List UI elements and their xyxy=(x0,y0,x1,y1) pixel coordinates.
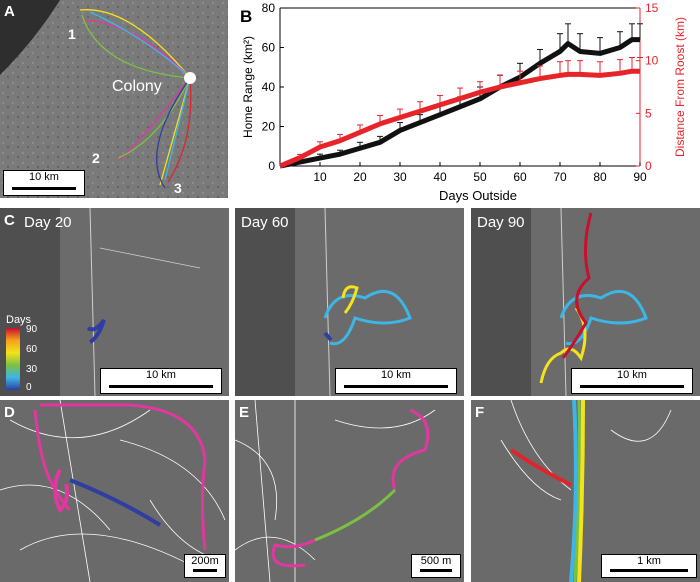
series-line-right xyxy=(279,68,640,169)
colorbar-title: Days xyxy=(6,314,32,326)
scale-label-a: 10 km xyxy=(29,171,59,183)
x-tick-label: 80 xyxy=(593,170,607,184)
flight-tracks xyxy=(79,9,192,189)
y-right-tick-label: 0 xyxy=(645,159,652,173)
y-left-tick-label: 0 xyxy=(268,159,275,173)
track-day90-red xyxy=(561,212,593,359)
panel-c2-svg xyxy=(235,208,464,396)
background-tracks-f xyxy=(500,400,672,501)
panel-e-svg xyxy=(235,400,464,582)
panel-c3-svg xyxy=(471,208,700,396)
track-day60-blue xyxy=(323,331,333,342)
background-tracks-e xyxy=(235,400,436,582)
panel-d-map: D 200m xyxy=(0,400,229,582)
panel-a-map: A Colony 1 2 3 10 km xyxy=(0,0,228,198)
scale-label-c1: 10 km xyxy=(146,369,176,381)
track-yellow-f xyxy=(577,400,585,582)
track-magenta-e-top xyxy=(391,408,430,491)
colony-marker xyxy=(184,72,196,84)
panel-f-svg xyxy=(471,400,700,582)
scale-bar-c1: 10 km xyxy=(100,368,222,394)
cbar-tick-90: 90 xyxy=(26,324,38,335)
panel-f-label: F xyxy=(475,404,485,421)
scale-bar-e: 500 m xyxy=(411,554,461,578)
track-day60-cyan xyxy=(323,289,412,346)
track-red-f xyxy=(509,448,572,487)
track-magenta-cluster-d xyxy=(53,469,70,514)
y-axis-right-label: Distance From Roost (km) xyxy=(673,17,687,157)
cbar-tick-60: 60 xyxy=(26,344,38,355)
scale-bar-f: 1 km xyxy=(601,554,697,578)
panel-d-label: D xyxy=(4,404,15,421)
y-right-tick-label: 10 xyxy=(645,54,659,68)
site-label-1: 1 xyxy=(68,26,76,42)
colorbar-legend: Days 90 60 30 0 xyxy=(4,314,58,394)
x-tick-label: 10 xyxy=(313,170,327,184)
scale-label-d: 200m xyxy=(191,555,219,567)
colorbar xyxy=(6,328,20,390)
track-blue-d xyxy=(69,478,162,527)
scale-bar-d: 200m xyxy=(184,554,226,578)
track-green-e xyxy=(314,488,397,542)
panel-a-label: A xyxy=(4,3,15,20)
background-tracks-d xyxy=(0,400,226,582)
x-tick-label: 60 xyxy=(513,170,527,184)
scale-bar-a: 10 km xyxy=(3,170,85,196)
x-tick-label: 70 xyxy=(553,170,567,184)
y-left-tick-label: 80 xyxy=(262,1,276,15)
y-left-tick-label: 20 xyxy=(262,120,276,134)
x-tick-label: 50 xyxy=(473,170,487,184)
y-left-tick-label: 60 xyxy=(262,41,276,55)
panel-f-map: F 1 km xyxy=(471,400,700,582)
track-day60-yellow xyxy=(341,285,359,314)
y-right-tick-label: 15 xyxy=(645,1,659,15)
panel-c-day20-map: C Day 20 Days 90 60 30 0 10 km xyxy=(0,208,229,396)
panel-b-label: B xyxy=(240,7,252,26)
panel-c-day60-map: Day 60 10 km xyxy=(235,208,464,396)
scale-label-f: 1 km xyxy=(637,555,661,567)
track-day20 xyxy=(86,318,106,344)
x-tick-label: 40 xyxy=(433,170,447,184)
panel-c-day90-map: Day 90 10 km xyxy=(471,208,700,396)
day-label-60: Day 60 xyxy=(241,214,289,231)
x-tick-label: 30 xyxy=(393,170,407,184)
site-label-2: 2 xyxy=(92,150,100,166)
panel-d-svg xyxy=(0,400,229,582)
scale-label-c3: 10 km xyxy=(617,369,647,381)
x-tick-label: 20 xyxy=(353,170,367,184)
y-axis-left-label: Home Range (km²) xyxy=(241,36,255,138)
series-line-left xyxy=(279,37,640,169)
colony-label: Colony xyxy=(112,78,162,95)
panel-c-label: C xyxy=(4,212,15,229)
track-cyan-f xyxy=(569,400,578,582)
track-magenta-e-bottom xyxy=(271,538,316,568)
day-label-90: Day 90 xyxy=(477,214,525,231)
y-left-tick-label: 40 xyxy=(262,80,276,94)
y-right-tick-label: 5 xyxy=(645,106,652,120)
x-axis-label: Days Outside xyxy=(439,188,517,203)
track-green-f xyxy=(573,400,581,582)
day-label-20: Day 20 xyxy=(24,214,72,231)
scale-bar-c2: 10 km xyxy=(335,368,457,394)
cbar-tick-30: 30 xyxy=(26,364,38,375)
panel-a-svg xyxy=(0,0,228,198)
cbar-tick-0: 0 xyxy=(26,382,32,393)
scale-label-e: 500 m xyxy=(420,555,452,567)
sea-shape xyxy=(0,0,60,75)
scale-bar-c3: 10 km xyxy=(571,368,693,394)
x-tick-label: 90 xyxy=(633,170,647,184)
panel-e-map: E 500 m xyxy=(235,400,464,582)
scale-label-c2: 10 km xyxy=(381,369,411,381)
panel-e-label: E xyxy=(239,404,250,421)
panel-c1-svg xyxy=(0,208,229,396)
site-label-3: 3 xyxy=(174,180,182,196)
